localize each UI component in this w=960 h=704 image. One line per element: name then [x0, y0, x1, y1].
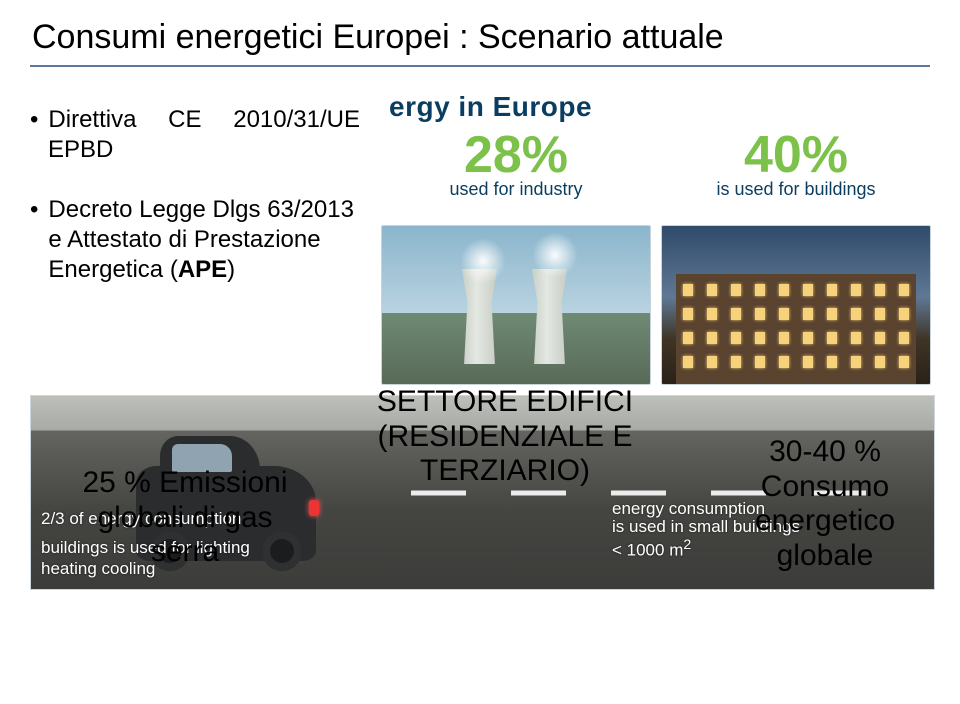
- industry-image: [381, 225, 651, 385]
- lane-marking: [611, 490, 666, 495]
- steam-icon: [532, 232, 578, 278]
- callout-right: 30-40 % Consumo energetico globale: [730, 435, 920, 573]
- bullet-1-pre: Direttiva: [48, 106, 136, 133]
- bullet-2-body: Decreto Legge Dlgs 63/2013 e Attestato d…: [48, 195, 354, 285]
- callout-center-l3: TERZIARIO): [350, 454, 660, 489]
- bullet-2-line-3-bold: APE: [178, 256, 227, 283]
- callout-right-l3: energetico: [730, 504, 920, 539]
- buildings-column: 40% is used for buildings: [661, 129, 931, 200]
- industry-label: used for industry: [381, 179, 651, 200]
- bullet-1-line-2: EPBD: [30, 135, 360, 165]
- callout-right-l2: Consumo: [730, 470, 920, 505]
- bullet-1-mid: CE: [168, 105, 201, 135]
- callout-left-l3: serra: [55, 535, 315, 570]
- bullet-2-line-3: Energetica (APE): [48, 255, 354, 285]
- bullet-mark: •Direttiva: [30, 105, 136, 135]
- callout-left-l2: globali di gas: [55, 501, 315, 536]
- road-e-mid: < 1000 m: [612, 541, 683, 560]
- callout-center-l2: (RESIDENZIALE E: [350, 420, 660, 455]
- bullet-2-line-1: Decreto Legge Dlgs 63/2013: [48, 195, 354, 225]
- road-e-sup: 2: [683, 537, 691, 553]
- bullet-mark: •: [30, 195, 38, 285]
- industry-pct: 28%: [381, 129, 651, 181]
- title-underline: [30, 65, 930, 67]
- bullet-1-line-1: •Direttiva CE 2010/31/UE: [30, 105, 360, 135]
- card-heading: ergy in Europe: [389, 91, 592, 123]
- bullet-2: • Decreto Legge Dlgs 63/2013 e Attestato…: [30, 195, 360, 285]
- callout-left: 25 % Emissioni globali di gas serra: [55, 466, 315, 570]
- building-shape: [676, 274, 916, 384]
- lane-marking: [511, 490, 566, 495]
- bullet-2-line-2: e Attestato di Prestazione: [48, 225, 354, 255]
- callout-center: SETTORE EDIFICI (RESIDENZIALE E TERZIARI…: [350, 385, 660, 489]
- bullet-2-line-3-pre: Energetica (: [48, 256, 177, 283]
- bullet-2-line-3-post: ): [227, 256, 235, 283]
- buildings-label: is used for buildings: [661, 179, 931, 200]
- callout-right-l1: 30-40 %: [730, 435, 920, 470]
- energy-europe-card: ergy in Europe 28% used for industry 40%…: [375, 85, 935, 395]
- industry-bg: [382, 226, 650, 384]
- steam-icon: [460, 238, 506, 284]
- bullets-box: •Direttiva CE 2010/31/UE EPBD • Decreto …: [30, 105, 360, 285]
- callout-center-l1: SETTORE EDIFICI: [350, 385, 660, 420]
- callout-left-l1: 25 % Emissioni: [55, 466, 315, 501]
- lane-marking: [411, 490, 466, 495]
- building-image: [661, 225, 931, 385]
- bullet-1: •Direttiva CE 2010/31/UE EPBD: [30, 105, 360, 165]
- callout-right-l4: globale: [730, 539, 920, 574]
- slide-title: Consumi energetici Europei : Scenario at…: [32, 18, 724, 57]
- bullet-1-end: 2010/31/UE: [233, 105, 360, 135]
- industry-column: 28% used for industry: [381, 129, 651, 200]
- buildings-pct: 40%: [661, 129, 931, 181]
